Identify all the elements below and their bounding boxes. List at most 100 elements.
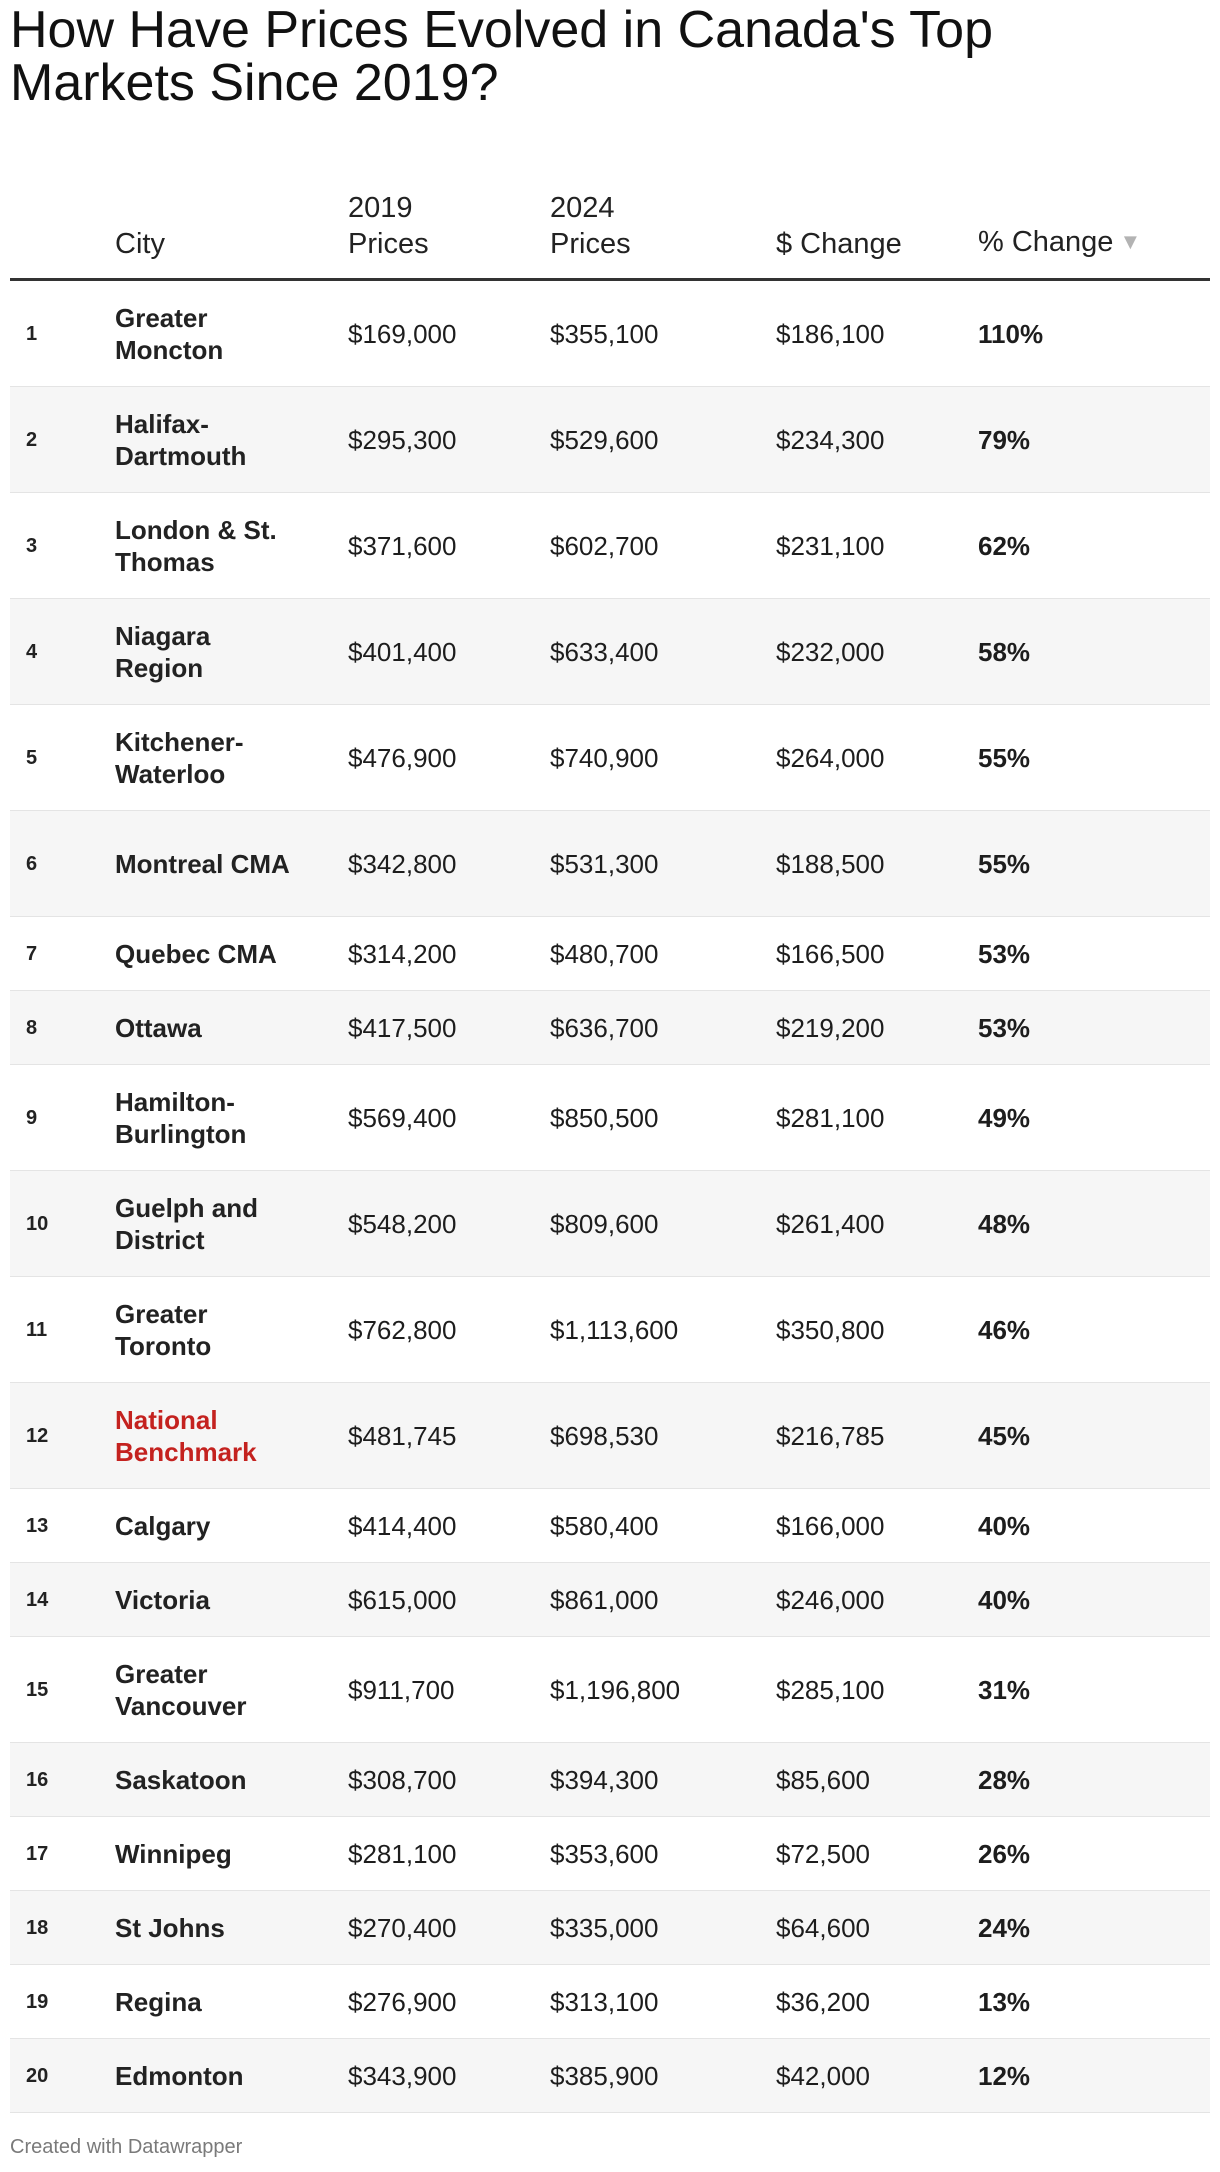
percent-change-cell-text: 31%	[978, 1675, 1030, 1705]
percent-change-cell: 53%	[978, 991, 1210, 1065]
dollar-change-cell-text: $166,500	[776, 939, 884, 969]
price-2024-cell-text: $809,600	[550, 1209, 658, 1239]
price-2024-cell: $529,600	[550, 387, 776, 493]
percent-change-cell-text: 48%	[978, 1209, 1030, 1239]
price-2024-cell-text: $353,600	[550, 1839, 658, 1869]
price-2019-cell-text: $548,200	[348, 1209, 456, 1239]
table-row: 8 Ottawa $417,500 $636,700 $219,200 53%	[10, 991, 1210, 1065]
table-row: 11 Greater Toronto $762,800 $1,113,600 $350,…	[10, 1277, 1210, 1383]
percent-change-cell: 28%	[978, 1743, 1210, 1817]
price-2024-cell-text: $394,300	[550, 1765, 658, 1795]
price-2024-cell-text: $850,500	[550, 1103, 658, 1133]
triangle-down-icon[interactable]: ▼	[1119, 229, 1141, 254]
column-header-2024-prices[interactable]: 2024 Prices	[550, 160, 776, 280]
rank-cell-text: 3	[26, 535, 37, 557]
price-2024-cell-text: $531,300	[550, 849, 658, 879]
price-2024-cell: $698,530	[550, 1383, 776, 1489]
city-cell-text: Winnipeg	[115, 1838, 232, 1870]
city-cell-text: Greater Toronto	[115, 1298, 295, 1362]
city-cell-text: Hamilton-Burlington	[115, 1086, 295, 1150]
rank-cell-text: 7	[26, 943, 37, 965]
city-cell: London & St. Thomas	[115, 493, 348, 599]
percent-change-cell-text: 45%	[978, 1421, 1030, 1451]
rank-cell: 19	[10, 1965, 115, 2039]
price-2024-cell-text: $1,196,800	[550, 1675, 680, 1705]
price-2024-cell: $1,113,600	[550, 1277, 776, 1383]
table-row: 18 St Johns $270,400 $335,000 $64,600 24%	[10, 1891, 1210, 1965]
price-2019-cell-text: $569,400	[348, 1103, 456, 1133]
column-header-city[interactable]: City	[115, 160, 348, 280]
percent-change-cell-text: 28%	[978, 1765, 1030, 1795]
city-cell: Greater Vancouver	[115, 1637, 348, 1743]
column-header-dollar-change[interactable]: $ Change	[776, 160, 978, 280]
column-header-city-label: City	[115, 226, 165, 262]
column-header-2019-prices[interactable]: 2019 Prices	[348, 160, 550, 280]
percent-change-cell-text: 55%	[978, 849, 1030, 879]
rank-cell-text: 9	[26, 1107, 37, 1129]
price-2024-cell: $633,400	[550, 599, 776, 705]
city-cell: Montreal CMA	[115, 811, 348, 917]
city-cell-text: Guelph and District	[115, 1192, 295, 1256]
price-2024-cell-text: $698,530	[550, 1421, 658, 1451]
price-2024-cell-text: $529,600	[550, 425, 658, 455]
percent-change-cell-text: 79%	[978, 425, 1030, 455]
price-2024-cell: $385,900	[550, 2039, 776, 2113]
table-row: 7 Quebec CMA $314,200 $480,700 $166,500 53%	[10, 917, 1210, 991]
percent-change-cell-text: 26%	[978, 1839, 1030, 1869]
percent-change-cell-text: 46%	[978, 1315, 1030, 1345]
price-2019-cell-text: $414,400	[348, 1511, 456, 1541]
rank-cell: 14	[10, 1563, 115, 1637]
percent-change-cell: 26%	[978, 1817, 1210, 1891]
dollar-change-cell: $64,600	[776, 1891, 978, 1965]
city-cell-text: Halifax-Dartmouth	[115, 408, 295, 472]
rank-cell: 6	[10, 811, 115, 917]
rank-cell: 11	[10, 1277, 115, 1383]
percent-change-cell: 49%	[978, 1065, 1210, 1171]
city-cell-text: Saskatoon	[115, 1764, 247, 1796]
rank-cell-text: 8	[26, 1017, 37, 1039]
rank-cell: 10	[10, 1171, 115, 1277]
price-2019-cell-text: $281,100	[348, 1839, 456, 1869]
rank-cell-text: 10	[26, 1213, 48, 1235]
price-2024-cell: $861,000	[550, 1563, 776, 1637]
price-2019-cell-text: $342,800	[348, 849, 456, 879]
table-row: 9 Hamilton-Burlington $569,400 $850,500 $281…	[10, 1065, 1210, 1171]
dollar-change-cell: $186,100	[776, 280, 978, 387]
dollar-change-cell: $246,000	[776, 1563, 978, 1637]
dollar-change-cell: $285,100	[776, 1637, 978, 1743]
price-2024-cell: $480,700	[550, 917, 776, 991]
rank-cell: 15	[10, 1637, 115, 1743]
dollar-change-cell-text: $350,800	[776, 1315, 884, 1345]
column-header-percent-change[interactable]: % Change ▼	[978, 160, 1210, 280]
price-2019-cell: $342,800	[348, 811, 550, 917]
data-table: City 2019 Prices 2024 Prices $ Change % …	[10, 160, 1210, 2113]
percent-change-cell: 48%	[978, 1171, 1210, 1277]
city-cell-text: Kitchener-Waterloo	[115, 726, 295, 790]
price-2024-cell: $602,700	[550, 493, 776, 599]
table-row: 10 Guelph and District $548,200 $809,600 $26…	[10, 1171, 1210, 1277]
price-2024-cell: $335,000	[550, 1891, 776, 1965]
rank-cell-text: 12	[26, 1425, 48, 1447]
city-cell-text: Quebec CMA	[115, 938, 277, 970]
price-2019-cell: $281,100	[348, 1817, 550, 1891]
price-2024-cell-text: $636,700	[550, 1013, 658, 1043]
table-row: 13 Calgary $414,400 $580,400 $166,000 40%	[10, 1489, 1210, 1563]
rank-cell: 2	[10, 387, 115, 493]
price-2019-cell: $276,900	[348, 1965, 550, 2039]
dollar-change-cell-text: $72,500	[776, 1839, 870, 1869]
price-2019-cell: $615,000	[348, 1563, 550, 1637]
price-2019-cell: $401,400	[348, 599, 550, 705]
rank-cell: 16	[10, 1743, 115, 1817]
dollar-change-cell-text: $216,785	[776, 1421, 884, 1451]
price-2024-cell: $580,400	[550, 1489, 776, 1563]
price-2024-cell-text: $335,000	[550, 1913, 658, 1943]
table-row: 16 Saskatoon $308,700 $394,300 $85,600 28%	[10, 1743, 1210, 1817]
percent-change-cell-text: 53%	[978, 939, 1030, 969]
city-cell: Saskatoon	[115, 1743, 348, 1817]
city-cell: Regina	[115, 1965, 348, 2039]
price-2024-cell-text: $385,900	[550, 2061, 658, 2091]
rank-cell-text: 13	[26, 1515, 48, 1537]
city-cell-text: Montreal CMA	[115, 848, 290, 880]
city-cell: Halifax-Dartmouth	[115, 387, 348, 493]
percent-change-cell-text: 24%	[978, 1913, 1030, 1943]
